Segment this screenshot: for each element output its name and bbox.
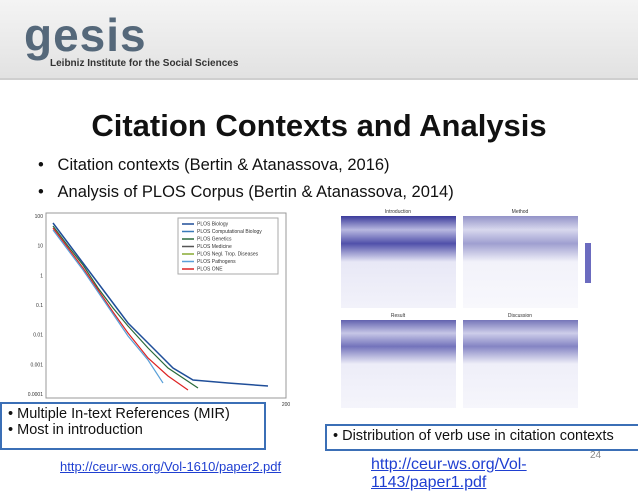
legend-label: PLOS Biology [197, 222, 229, 228]
callout-line: • Multiple In-text References (MIR) [8, 406, 230, 422]
logo: gesis [24, 9, 147, 61]
legend-label: PLOS ONE [197, 267, 223, 273]
y-tick-label: 1 [40, 273, 43, 279]
callout-line: • Most in introduction [8, 422, 143, 438]
panel-title: Method [512, 209, 529, 215]
heatmap [341, 216, 456, 308]
tagline: Leibniz Institute for the Social Science… [50, 58, 239, 69]
bullet: • Citation contexts (Bertin & Atanassova… [38, 156, 390, 174]
legend-label: PLOS Negl. Trop. Diseases [197, 252, 259, 258]
y-tick-label: 10 [37, 244, 43, 250]
legend-label: PLOS Computational Biology [197, 229, 262, 235]
y-tick-label: 0.001 [30, 362, 43, 368]
x-tick-label: 200 [282, 402, 291, 408]
bullet-text: Citation contexts (Bertin & Atanassova, … [57, 156, 390, 174]
y-tick-label: 0.1 [36, 303, 43, 309]
callout: • Multiple In-text References (MIR) • Mo… [0, 402, 266, 450]
panel-title: Result [391, 313, 406, 319]
panel-title: Introduction [385, 209, 411, 215]
link[interactable]: http://ceur-ws.org/Vol-1610/paper2.pdf [60, 459, 282, 474]
curve [52, 222, 269, 387]
y-tick-label: 100 [35, 214, 44, 220]
curve [52, 225, 199, 389]
heatmap [341, 320, 456, 408]
bullet-text: Analysis of PLOS Corpus (Bertin & Atanas… [57, 183, 454, 201]
right-figure: Introduction Method Result Discussion [341, 209, 591, 408]
header-bar [0, 0, 638, 80]
heatmap [463, 216, 578, 308]
colorbar [585, 243, 591, 283]
link[interactable]: http://ceur-ws.org/Vol-1143/paper1.pdf [371, 456, 527, 491]
y-tick-label: 0.01 [33, 333, 43, 339]
callout: • Distribution of verb use in citation c… [325, 424, 638, 451]
legend-label: PLOS Genetics [197, 237, 232, 243]
page-number: 24 [590, 450, 602, 461]
legend-label: PLOS Medicine [197, 244, 232, 250]
curve [52, 229, 164, 384]
bullet: • Analysis of PLOS Corpus (Bertin & Atan… [38, 183, 454, 201]
panel-title: Discussion [508, 313, 532, 319]
legend-box [177, 217, 279, 275]
heatmap [463, 320, 578, 408]
callout-text: Distribution of verb use in citation con… [342, 428, 614, 444]
legend-label: PLOS Pathogens [197, 259, 236, 265]
curve [52, 227, 189, 391]
y-tick-label: 0.0001 [28, 392, 43, 398]
callout-text: Multiple In-text References (MIR) [17, 406, 230, 422]
callout-line: • Distribution of verb use in citation c… [333, 428, 614, 444]
slide-title: Citation Contexts and Analysis [91, 108, 547, 143]
callout-text: Most in introduction [17, 422, 143, 438]
